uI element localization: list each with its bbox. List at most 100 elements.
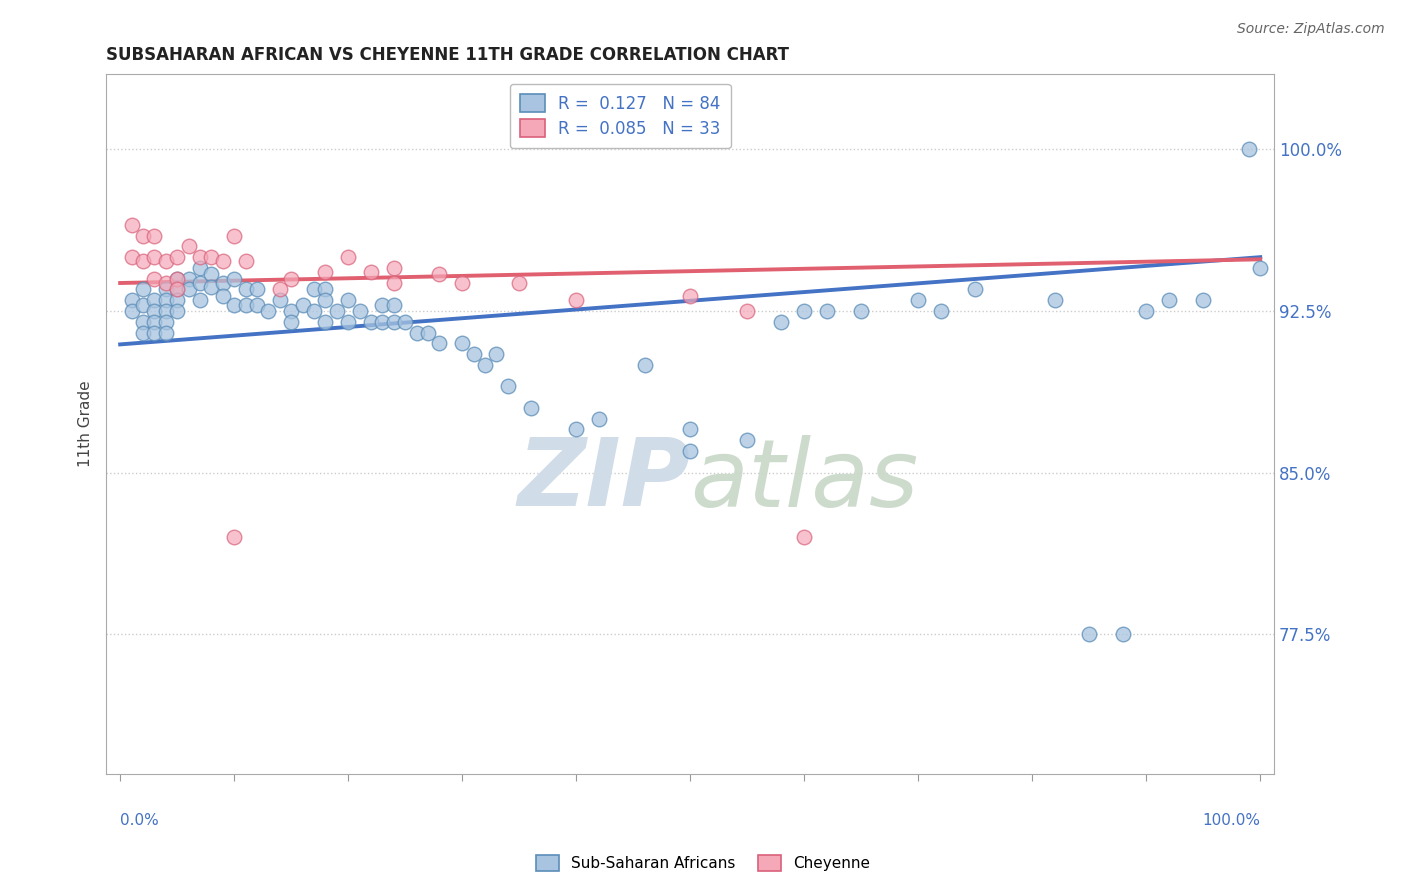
Point <box>121 293 143 308</box>
Point <box>224 530 246 544</box>
Point <box>235 297 257 311</box>
Point <box>965 283 987 297</box>
Point <box>382 260 405 275</box>
Point <box>314 283 336 297</box>
Point <box>155 283 177 297</box>
Point <box>1135 304 1157 318</box>
Point <box>200 268 222 282</box>
Point <box>155 315 177 329</box>
Point <box>166 283 188 297</box>
Point <box>200 250 222 264</box>
Point <box>246 297 269 311</box>
Point <box>519 401 541 415</box>
Point <box>132 326 155 340</box>
Point <box>143 304 166 318</box>
Point <box>211 254 233 268</box>
Point <box>121 304 143 318</box>
Point <box>1237 143 1260 157</box>
Point <box>211 289 233 303</box>
Point <box>166 304 188 318</box>
Point <box>416 326 439 340</box>
Point <box>166 293 188 308</box>
Point <box>1192 293 1215 308</box>
Point <box>143 228 166 243</box>
Point <box>143 271 166 285</box>
Point <box>121 250 143 264</box>
Point <box>246 283 269 297</box>
Point <box>224 228 246 243</box>
Point <box>280 304 302 318</box>
Point <box>382 276 405 290</box>
Point <box>269 293 291 308</box>
Point <box>143 326 166 340</box>
Point <box>633 358 655 372</box>
Point <box>314 293 336 308</box>
Point <box>565 422 588 436</box>
Point <box>302 283 325 297</box>
Point <box>588 411 610 425</box>
Text: SUBSAHARAN AFRICAN VS CHEYENNE 11TH GRADE CORRELATION CHART: SUBSAHARAN AFRICAN VS CHEYENNE 11TH GRAD… <box>107 46 789 64</box>
Point <box>155 254 177 268</box>
Point <box>427 268 450 282</box>
Point <box>851 304 873 318</box>
Point <box>679 444 702 458</box>
Point <box>155 293 177 308</box>
Point <box>132 254 155 268</box>
Point <box>188 250 211 264</box>
Text: ZIP: ZIP <box>517 434 690 526</box>
Text: 0.0%: 0.0% <box>120 813 159 828</box>
Point <box>735 434 758 448</box>
Point <box>679 289 702 303</box>
Point <box>1043 293 1066 308</box>
Point <box>1249 260 1271 275</box>
Point <box>188 276 211 290</box>
Point <box>314 265 336 279</box>
Point <box>235 283 257 297</box>
Point <box>405 326 427 340</box>
Point <box>302 304 325 318</box>
Point <box>1112 627 1135 641</box>
Point <box>224 297 246 311</box>
Point <box>474 358 496 372</box>
Text: 100.0%: 100.0% <box>1202 813 1260 828</box>
Point <box>166 271 188 285</box>
Point <box>155 304 177 318</box>
Point <box>188 293 211 308</box>
Point <box>735 304 758 318</box>
Point <box>371 297 394 311</box>
Point <box>132 228 155 243</box>
Point <box>177 271 200 285</box>
Text: atlas: atlas <box>690 434 918 525</box>
Point <box>394 315 416 329</box>
Point <box>496 379 519 393</box>
Point <box>485 347 508 361</box>
Point <box>143 315 166 329</box>
Point <box>371 315 394 329</box>
Point <box>280 271 302 285</box>
Point <box>188 260 211 275</box>
Point <box>565 293 588 308</box>
Point <box>200 280 222 294</box>
Point <box>360 315 382 329</box>
Point <box>1078 627 1101 641</box>
Point <box>907 293 929 308</box>
Point <box>121 218 143 232</box>
Legend: Sub-Saharan Africans, Cheyenne: Sub-Saharan Africans, Cheyenne <box>530 849 876 877</box>
Point <box>679 422 702 436</box>
Point <box>132 283 155 297</box>
Point <box>177 239 200 253</box>
Point <box>235 254 257 268</box>
Point <box>337 315 360 329</box>
Point <box>257 304 280 318</box>
Point <box>291 297 314 311</box>
Y-axis label: 11th Grade: 11th Grade <box>79 381 93 467</box>
Point <box>427 336 450 351</box>
Point <box>166 250 188 264</box>
Point <box>143 293 166 308</box>
Point <box>337 250 360 264</box>
Point <box>314 315 336 329</box>
Point <box>224 271 246 285</box>
Point <box>382 315 405 329</box>
Point <box>793 304 815 318</box>
Point <box>929 304 952 318</box>
